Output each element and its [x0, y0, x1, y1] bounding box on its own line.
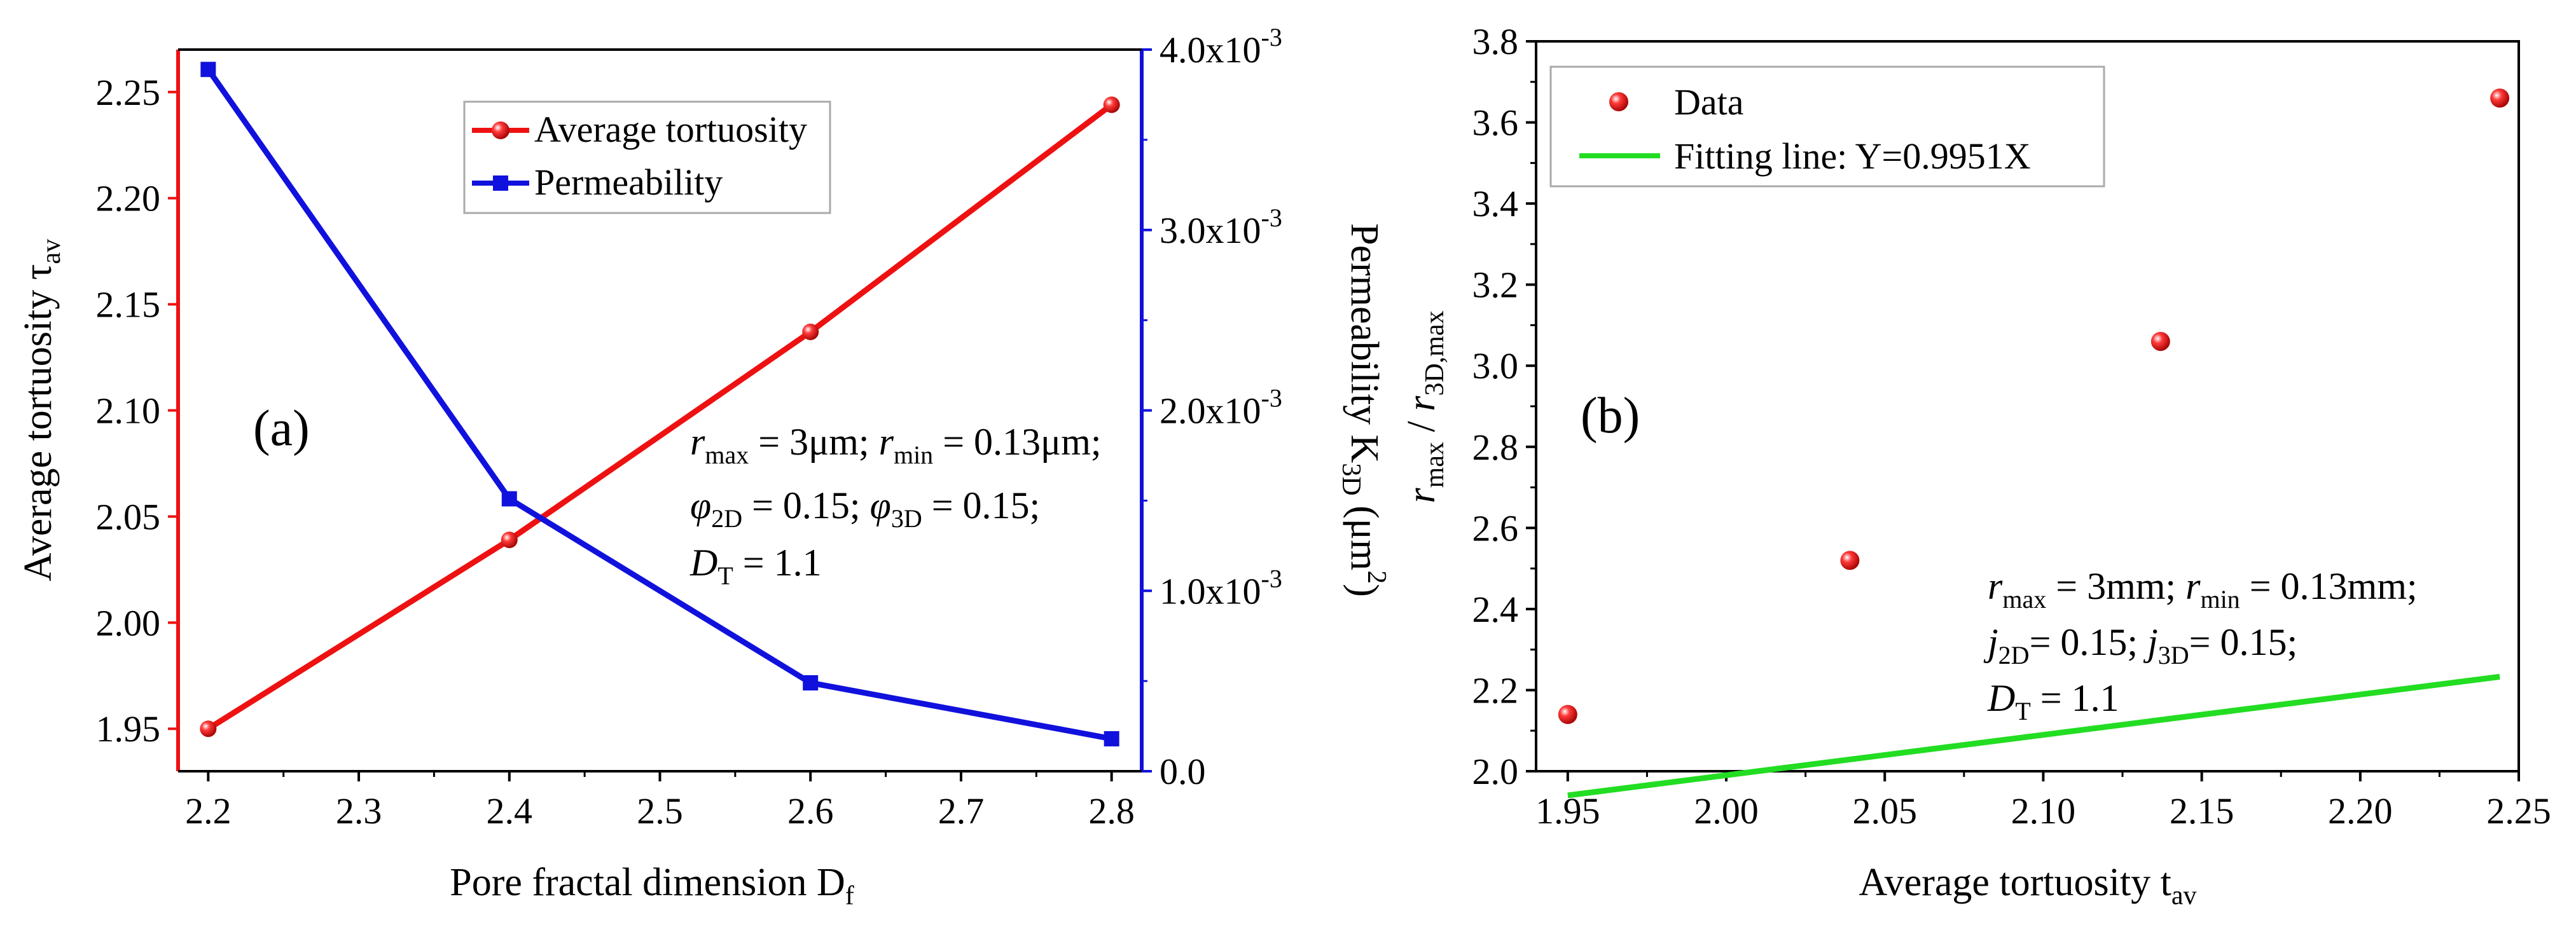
a-right-tick-label: 3.0x10-3: [1160, 203, 1282, 251]
a-left-tick-label: 2.25: [96, 72, 161, 113]
a-ticks: 2.2 2.3 2.4 2.5 2.6 2.7 2.8 1.95 2.00 2.05 2.10 2.1…: [96, 48, 1152, 832]
a-x-tick-label: 2.4: [487, 790, 533, 832]
a-x-tick-label: 2.3: [336, 790, 382, 832]
a-annotation-line-2: φ2D = 0.15; φ3D = 0.15;: [690, 484, 1040, 533]
panel-b: 1.95 2.00 2.05 2.10 2.15 2.20 2.25 2.0 2.2 2.4 2.6…: [1400, 21, 2551, 910]
b-x-tick-label: 2.05: [1852, 790, 1917, 832]
b-y-tick-label: 2.4: [1472, 589, 1519, 630]
a-x-tick-label: 2.5: [637, 790, 683, 832]
a-series-line-permeability: [205, 67, 1112, 742]
a-tortuosity-point: [1103, 96, 1120, 113]
a-permeability-point: [200, 62, 216, 78]
b-panel-label: (b): [1581, 388, 1640, 444]
b-annotation: rmax = 3mm; rmin = 0.13mm; j2D= 0.15; j3…: [1983, 565, 2418, 725]
b-y-tick-label: 2.2: [1472, 670, 1519, 711]
a-tortuosity-point: [501, 532, 518, 549]
b-annotation-line-1: rmax = 3mm; rmin = 0.13mm;: [1988, 565, 2418, 614]
a-permeability-point: [1104, 731, 1119, 746]
b-data-point: [1558, 704, 1577, 724]
a-legend: Average tortuosity Permeability: [463, 100, 831, 214]
b-legend-data-marker: [1609, 92, 1628, 111]
a-left-axis-title: Average tortuosity τav: [17, 239, 66, 582]
b-y-tick-label: 2.0: [1472, 751, 1519, 792]
a-right-tick-label: 4.0x10-3: [1160, 23, 1282, 71]
b-data-point: [2490, 88, 2510, 108]
b-annotation-line-3: DT = 1.1: [1987, 677, 2119, 725]
b-y-tick-label: 2.8: [1472, 427, 1519, 468]
b-x-axis-title: Average tortuosity tav: [1859, 861, 2197, 910]
a-tortuosity-point: [200, 720, 217, 738]
a-permeability-point: [803, 675, 819, 690]
a-x-tick-label: 2.2: [185, 790, 232, 832]
a-legend-tortuosity-marker: [492, 121, 509, 139]
a-left-tick-label: 2.20: [96, 178, 161, 219]
b-legend-fit-label: Fitting line: Y=0.9951X: [1674, 135, 2031, 177]
b-y-tick-label: 3.0: [1472, 345, 1519, 387]
panel-a: 2.2 2.3 2.4 2.5 2.6 2.7 2.8 1.95 2.00 2.05 2.10 2.1…: [17, 23, 1391, 910]
a-legend-permeability-label: Permeability: [534, 161, 723, 203]
a-left-tick-label: 2.10: [96, 390, 161, 432]
b-y-tick-label: 3.2: [1472, 264, 1519, 306]
a-annotation-line-1: rmax = 3μm; rmin = 0.13μm;: [690, 421, 1102, 469]
b-x-tick-label: 2.25: [2486, 790, 2551, 832]
b-legend: Data Fitting line: Y=0.9951X: [1549, 65, 2105, 188]
a-annotation: rmax = 3μm; rmin = 0.13μm; φ2D = 0.15; φ…: [689, 421, 1102, 590]
b-y-tick-label: 3.4: [1472, 183, 1519, 224]
a-series-line-tortuosity: [206, 102, 1114, 732]
a-x-axis-title: Pore fractal dimension Df: [450, 861, 854, 910]
a-right-tick-labels: 0.0 1.0x10-3 2.0x10-3 3.0x10-3 4.0x10-3: [1160, 23, 1282, 792]
a-x-tick-label: 2.8: [1088, 790, 1135, 832]
b-x-tick-label: 2.20: [2328, 790, 2393, 832]
b-fit-line-segment: [1567, 673, 2500, 799]
a-right-tick-label: 2.0x10-3: [1160, 384, 1282, 432]
b-x-tick-label: 2.10: [2011, 790, 2076, 832]
a-left-tick-label: 2.15: [96, 284, 161, 326]
b-y-axis-title: rmax / r3D,max: [1400, 311, 1450, 504]
b-x-tick-label: 1.95: [1535, 790, 1600, 832]
a-right-axis-title: Permeability K3D (μm2): [1336, 223, 1391, 597]
a-right-tick-label: 1.0x10-3: [1160, 564, 1282, 612]
a-panel-label: (a): [253, 401, 310, 457]
b-x-tick-label: 2.00: [1694, 790, 1759, 832]
a-permeability-point: [501, 491, 517, 507]
a-left-tick-label: 2.00: [96, 602, 161, 643]
b-fit-line: [1567, 673, 2500, 799]
b-y-tick-label: 3.6: [1472, 102, 1519, 144]
b-ticks: 1.95 2.00 2.05 2.10 2.15 2.20 2.25 2.0 2.2 2.4 2.6…: [1472, 21, 2551, 832]
a-x-tick-label: 2.6: [787, 790, 834, 832]
a-legend-box: [463, 100, 831, 214]
b-legend-data-label: Data: [1674, 81, 1744, 123]
b-y-tick-label: 2.6: [1472, 507, 1519, 549]
a-legend-tortuosity-label: Average tortuosity: [534, 109, 807, 150]
a-legend-permeability-marker: [493, 175, 508, 191]
a-annotation-line-3: DT = 1.1: [689, 542, 822, 590]
b-annotation-line-2: j2D= 0.15; j3D= 0.15;: [1983, 621, 2297, 670]
b-data-point: [2150, 331, 2170, 351]
a-x-tick-label: 2.7: [938, 790, 985, 832]
b-y-tick-label: 3.8: [1472, 21, 1519, 62]
a-series-markers: [200, 62, 1120, 746]
a-series-lines: [205, 67, 1114, 742]
a-left-tick-label: 2.05: [96, 496, 161, 537]
a-left-tick-label: 1.95: [96, 708, 161, 750]
b-legend-box: [1549, 65, 2105, 188]
b-data-points: [1558, 88, 2510, 724]
a-tortuosity-point: [802, 323, 819, 340]
b-x-tick-label: 2.15: [2170, 790, 2234, 832]
b-data-point: [1840, 551, 1860, 570]
a-right-tick-label: 0.0: [1160, 751, 1206, 792]
